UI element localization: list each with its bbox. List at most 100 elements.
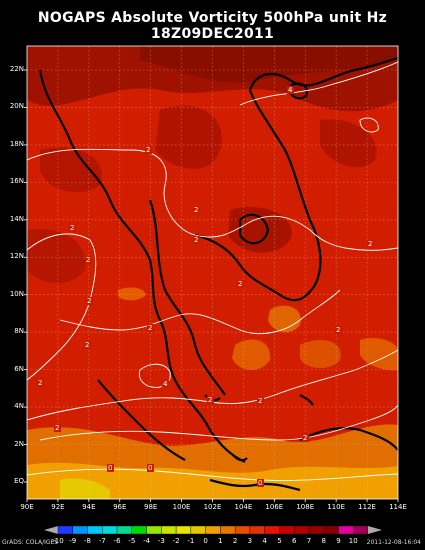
legend-value: 4 — [262, 537, 267, 545]
contour-0 — [27, 468, 398, 481]
contour-label: 4 — [163, 380, 168, 388]
legend-value: 7 — [307, 537, 311, 545]
legend-swatch — [353, 525, 369, 535]
legend-swatch — [116, 525, 133, 535]
contour-label-bg — [85, 256, 92, 264]
coast-peninsula — [148, 199, 226, 396]
legend-value: 6 — [292, 537, 297, 545]
lon-label: 110E — [327, 503, 346, 511]
contour-label: 2 — [86, 256, 90, 264]
contour-label: 2 — [55, 424, 59, 432]
legend-swatch — [338, 525, 354, 535]
color-legend: -10 -9 -8 -7 -6 -5 -4 -3 -2 -1 0 1 2 3 4 5 6 7 8 9 10 — [44, 525, 382, 545]
contour-label: 0 — [148, 464, 152, 472]
contour-label-bg — [207, 396, 214, 404]
legend-value: -8 — [84, 537, 91, 545]
legend-value: -7 — [99, 537, 106, 545]
coast-lake — [238, 213, 270, 245]
contour-label-bg — [302, 434, 309, 442]
map-grid — [27, 46, 398, 499]
contour-label: 2 — [303, 434, 307, 442]
legend-value: -3 — [158, 537, 165, 545]
field-north-darker — [140, 46, 398, 83]
contour-label: 2 — [85, 341, 89, 349]
contour-label-bg — [237, 280, 244, 288]
contour-label: 0 — [108, 464, 112, 472]
legend-arrow-left — [44, 526, 58, 534]
lon-label: 100E — [172, 503, 191, 511]
contour-label-bg — [147, 464, 154, 472]
field-patch-2 — [40, 147, 102, 193]
legend-swatch — [190, 525, 206, 535]
coast-island-3 — [232, 454, 248, 462]
contour-label-bg — [147, 324, 154, 332]
legend-swatch — [57, 525, 73, 535]
map-title: NOGAPS Absolute Vorticity 500hPa unit Hz — [37, 10, 388, 26]
contour-2-a — [27, 148, 398, 251]
legend-swatch — [72, 525, 88, 535]
legend-swatch — [175, 525, 192, 535]
legend-swatch — [293, 525, 310, 535]
field-patch-4 — [320, 119, 377, 168]
field-patch-1 — [155, 105, 222, 169]
lat-label: EQ — [14, 477, 24, 485]
contour-4-north — [239, 61, 398, 106]
lat-label: 20N — [9, 102, 24, 111]
lon-label: 102E — [203, 503, 222, 511]
legend-value: 0 — [203, 537, 207, 545]
contour-label: 2 — [208, 396, 212, 404]
field-orange-3 — [232, 339, 271, 370]
lon-label: 90E — [20, 503, 34, 511]
field-patch-3 — [228, 206, 292, 253]
contour-label: 2 — [258, 397, 262, 405]
contour-label: 2 — [238, 280, 242, 288]
legend-value: -2 — [173, 537, 180, 545]
contour-label-bg — [335, 326, 342, 334]
contour-label: 4 — [288, 86, 293, 94]
contour-2-e — [39, 404, 398, 441]
legend-value: 10 — [349, 537, 358, 545]
lat-label: 8N — [14, 327, 24, 336]
contour-label-bg — [193, 206, 200, 214]
lat-label: 12N — [9, 252, 24, 261]
lon-label: 98E — [143, 503, 158, 511]
lat-label: 16N — [9, 177, 24, 186]
lon-label: 106E — [265, 503, 284, 511]
legend-swatch — [146, 525, 162, 535]
coast-island-2 — [299, 394, 314, 406]
contour-label: 2 — [146, 146, 150, 154]
contour-label-group: 4 2 2 2 2 2 2 2 2 2 2 2 2 2 4 2 2 2 0 0 0 — [37, 86, 374, 487]
contour-label: 2 — [194, 236, 198, 244]
contour-label: 2 — [194, 206, 198, 214]
contour-label-bg — [193, 236, 200, 244]
contour-label-bg — [162, 380, 169, 388]
lat-label: 14N — [9, 214, 24, 223]
contour-label: 2 — [70, 224, 74, 232]
legend-swatch — [264, 525, 280, 535]
contour-label: 0 — [258, 479, 262, 487]
map-subtitle: 18Z09DEC2011 — [150, 26, 275, 42]
legend-swatch — [249, 525, 265, 535]
legend-swatch — [234, 525, 251, 535]
lon-label: 92E — [51, 503, 65, 511]
lat-label: 22N — [9, 65, 24, 73]
legend-value: 1 — [218, 537, 222, 545]
contour-label-bg — [84, 341, 91, 349]
legend-value: 2 — [233, 537, 237, 545]
legend-swatch — [220, 525, 236, 535]
legend-swatch — [323, 525, 339, 535]
lon-label: 96E — [113, 503, 127, 511]
field-orange-5 — [360, 338, 398, 371]
contour-2-c — [59, 289, 341, 335]
field-orange-4 — [300, 340, 341, 369]
legend-swatch — [102, 525, 118, 535]
lat-label: 6N — [14, 364, 24, 373]
contour-label-bg — [54, 424, 61, 432]
contour-label-bg — [145, 146, 152, 154]
coast-west — [38, 69, 246, 463]
contour-label-bg — [69, 224, 76, 232]
legend-value: -4 — [143, 537, 151, 545]
field-orange-2 — [268, 305, 301, 333]
contour-small-loop — [359, 117, 379, 133]
